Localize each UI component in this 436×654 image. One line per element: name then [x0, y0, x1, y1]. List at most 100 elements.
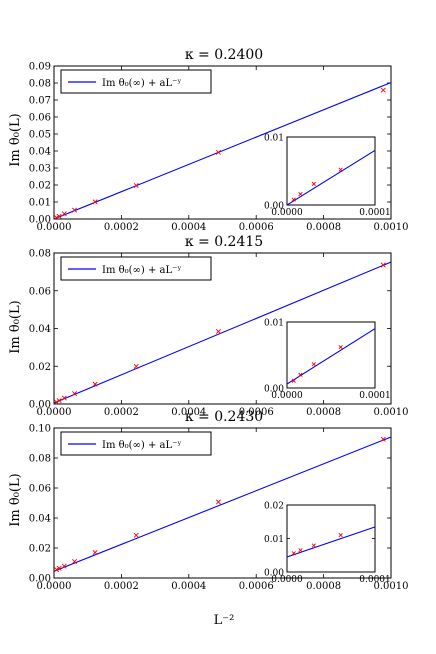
- y-tick-label: 0.00: [29, 215, 51, 226]
- y-tick-label: 0.02: [29, 181, 51, 192]
- x-tick-label: 0.0002: [104, 222, 139, 233]
- inset-data-point: [311, 362, 316, 367]
- x-tick-label: 0.0000: [37, 222, 72, 233]
- legend: Im θ₀(∞) + aL⁻ʸ: [60, 431, 212, 456]
- x-tick-label: 0.0004: [171, 581, 206, 592]
- panel-kappa-2430: κ = 0.2430 Im θ₀(L) 0.0000 0.0002 0.0004 0.…: [8, 409, 409, 592]
- inset-x-tick-label: 0.0000: [271, 208, 303, 218]
- y-tick-label: 0.02: [29, 544, 51, 555]
- fit-line: [54, 81, 391, 219]
- data-point: [56, 398, 62, 404]
- inset-x-tick-label: 0.0001: [359, 391, 391, 401]
- x-tick-label: 0.0004: [171, 407, 206, 418]
- plot-frame: [53, 427, 392, 579]
- legend-box: [60, 256, 212, 281]
- inset-data-point: [298, 192, 303, 197]
- data-point: [133, 532, 139, 538]
- y-tick-label: 0.07: [29, 96, 51, 107]
- y-tick-label: 0.05: [29, 130, 51, 141]
- inset-x-tick-label: 0.0000: [271, 391, 303, 401]
- panel-title: κ = 0.2400: [185, 47, 263, 63]
- x-tick-label: 0.0002: [104, 581, 139, 592]
- y-tick-label: 0.06: [29, 113, 51, 124]
- inset-data-point: [291, 378, 296, 383]
- inset-x-tick-label: 0.0001: [359, 208, 391, 218]
- legend-label: Im θ₀(∞) + aL⁻ʸ: [102, 440, 182, 451]
- series-group: [54, 81, 391, 219]
- inset: 0.0000 0.0001 0.00 0.01: [264, 134, 391, 219]
- inset-y-tick-label: 0.00: [264, 202, 284, 212]
- y-tick-label: 0.04: [29, 147, 51, 158]
- y-tick-label: 0.04: [29, 324, 51, 335]
- x-tick-label: 0.0006: [239, 581, 274, 592]
- series-group: [54, 436, 391, 573]
- inset-y-tick-label: 0.00: [264, 385, 284, 395]
- inset-data-point: [298, 548, 303, 553]
- inset-data-point: [338, 533, 343, 538]
- inset-x-tick-label: 0.0001: [359, 575, 391, 585]
- inset-frame: [286, 136, 376, 206]
- data-point: [72, 207, 78, 213]
- inset-y-tick-label: 0.00: [264, 569, 284, 579]
- panel-title: κ = 0.2430: [185, 409, 263, 425]
- data-point: [92, 381, 98, 387]
- x-tick-label: 0.0008: [306, 581, 341, 592]
- x-tick-label: 0.0006: [239, 222, 274, 233]
- y-tick-label: 0.10: [29, 424, 51, 435]
- x-tick-label: 0.0010: [374, 407, 409, 418]
- data-point: [61, 563, 67, 569]
- inset-frame: [286, 504, 376, 573]
- y-tick-label: 0.04: [29, 514, 51, 525]
- data-point: [56, 565, 62, 571]
- fit-line: [54, 261, 391, 404]
- inset: 0.0000 0.0001 0.00 0.01 0.02: [264, 502, 391, 586]
- data-point: [380, 262, 386, 268]
- y-tick-label: 0.02: [29, 362, 51, 373]
- y-tick-label: 0.09: [29, 62, 51, 73]
- x-tick-label: 0.0004: [171, 222, 206, 233]
- legend-box: [60, 69, 212, 94]
- legend-label: Im θ₀(∞) + aL⁻ʸ: [102, 78, 182, 89]
- inset-data-point: [338, 344, 343, 350]
- x-tick-label: 0.0010: [374, 222, 409, 233]
- data-point: [72, 558, 78, 565]
- y-tick-label: 0.08: [29, 79, 51, 90]
- x-tick-label: 0.0006: [239, 407, 274, 418]
- data-point: [72, 391, 78, 397]
- data-point: [61, 211, 67, 217]
- legend: Im θ₀(∞) + aL⁻ʸ: [60, 69, 212, 94]
- y-tick-label: 0.00: [29, 400, 51, 411]
- inset-series-group: [287, 526, 375, 558]
- y-axis-label: Im θ₀(L): [8, 113, 23, 166]
- legend-label: Im θ₀(∞) + aL⁻ʸ: [102, 265, 182, 276]
- y-tick-label: 0.03: [29, 164, 51, 175]
- y-tick-label: 0.00: [29, 574, 51, 585]
- data-point: [54, 567, 60, 573]
- inset-data-point: [311, 181, 316, 187]
- data-point: [215, 149, 221, 155]
- data-point: [380, 436, 386, 442]
- data-point: [56, 213, 62, 219]
- x-tick-label: 0.0002: [104, 407, 139, 418]
- data-point: [54, 399, 60, 404]
- inset-series-group: [287, 327, 375, 385]
- inset-y-tick-label: 0.01: [264, 134, 284, 144]
- inset-data-point: [291, 197, 296, 202]
- plot-frame: [53, 65, 392, 220]
- x-tick-label: 0.0008: [306, 407, 341, 418]
- y-tick-label: 0.06: [29, 286, 51, 297]
- inset-x-tick-label: 0.0000: [271, 575, 303, 585]
- inset-data-point: [311, 543, 316, 548]
- panel-title: κ = 0.2415: [185, 234, 263, 250]
- x-tick-label: 0.0010: [374, 581, 409, 592]
- y-axis-label: Im θ₀(L): [8, 300, 23, 353]
- legend-box: [60, 431, 212, 456]
- y-axis-label: Im θ₀(L): [8, 473, 23, 526]
- data-point: [133, 363, 139, 369]
- data-point: [92, 199, 98, 205]
- inset-y-tick-label: 0.02: [264, 502, 284, 512]
- panel-kappa-2400: κ = 0.2400 Im θ₀(L) 0.0000 0.0002 0.0004 0.…: [8, 47, 409, 233]
- data-point: [215, 329, 221, 335]
- y-tick-label: 0.08: [29, 454, 51, 465]
